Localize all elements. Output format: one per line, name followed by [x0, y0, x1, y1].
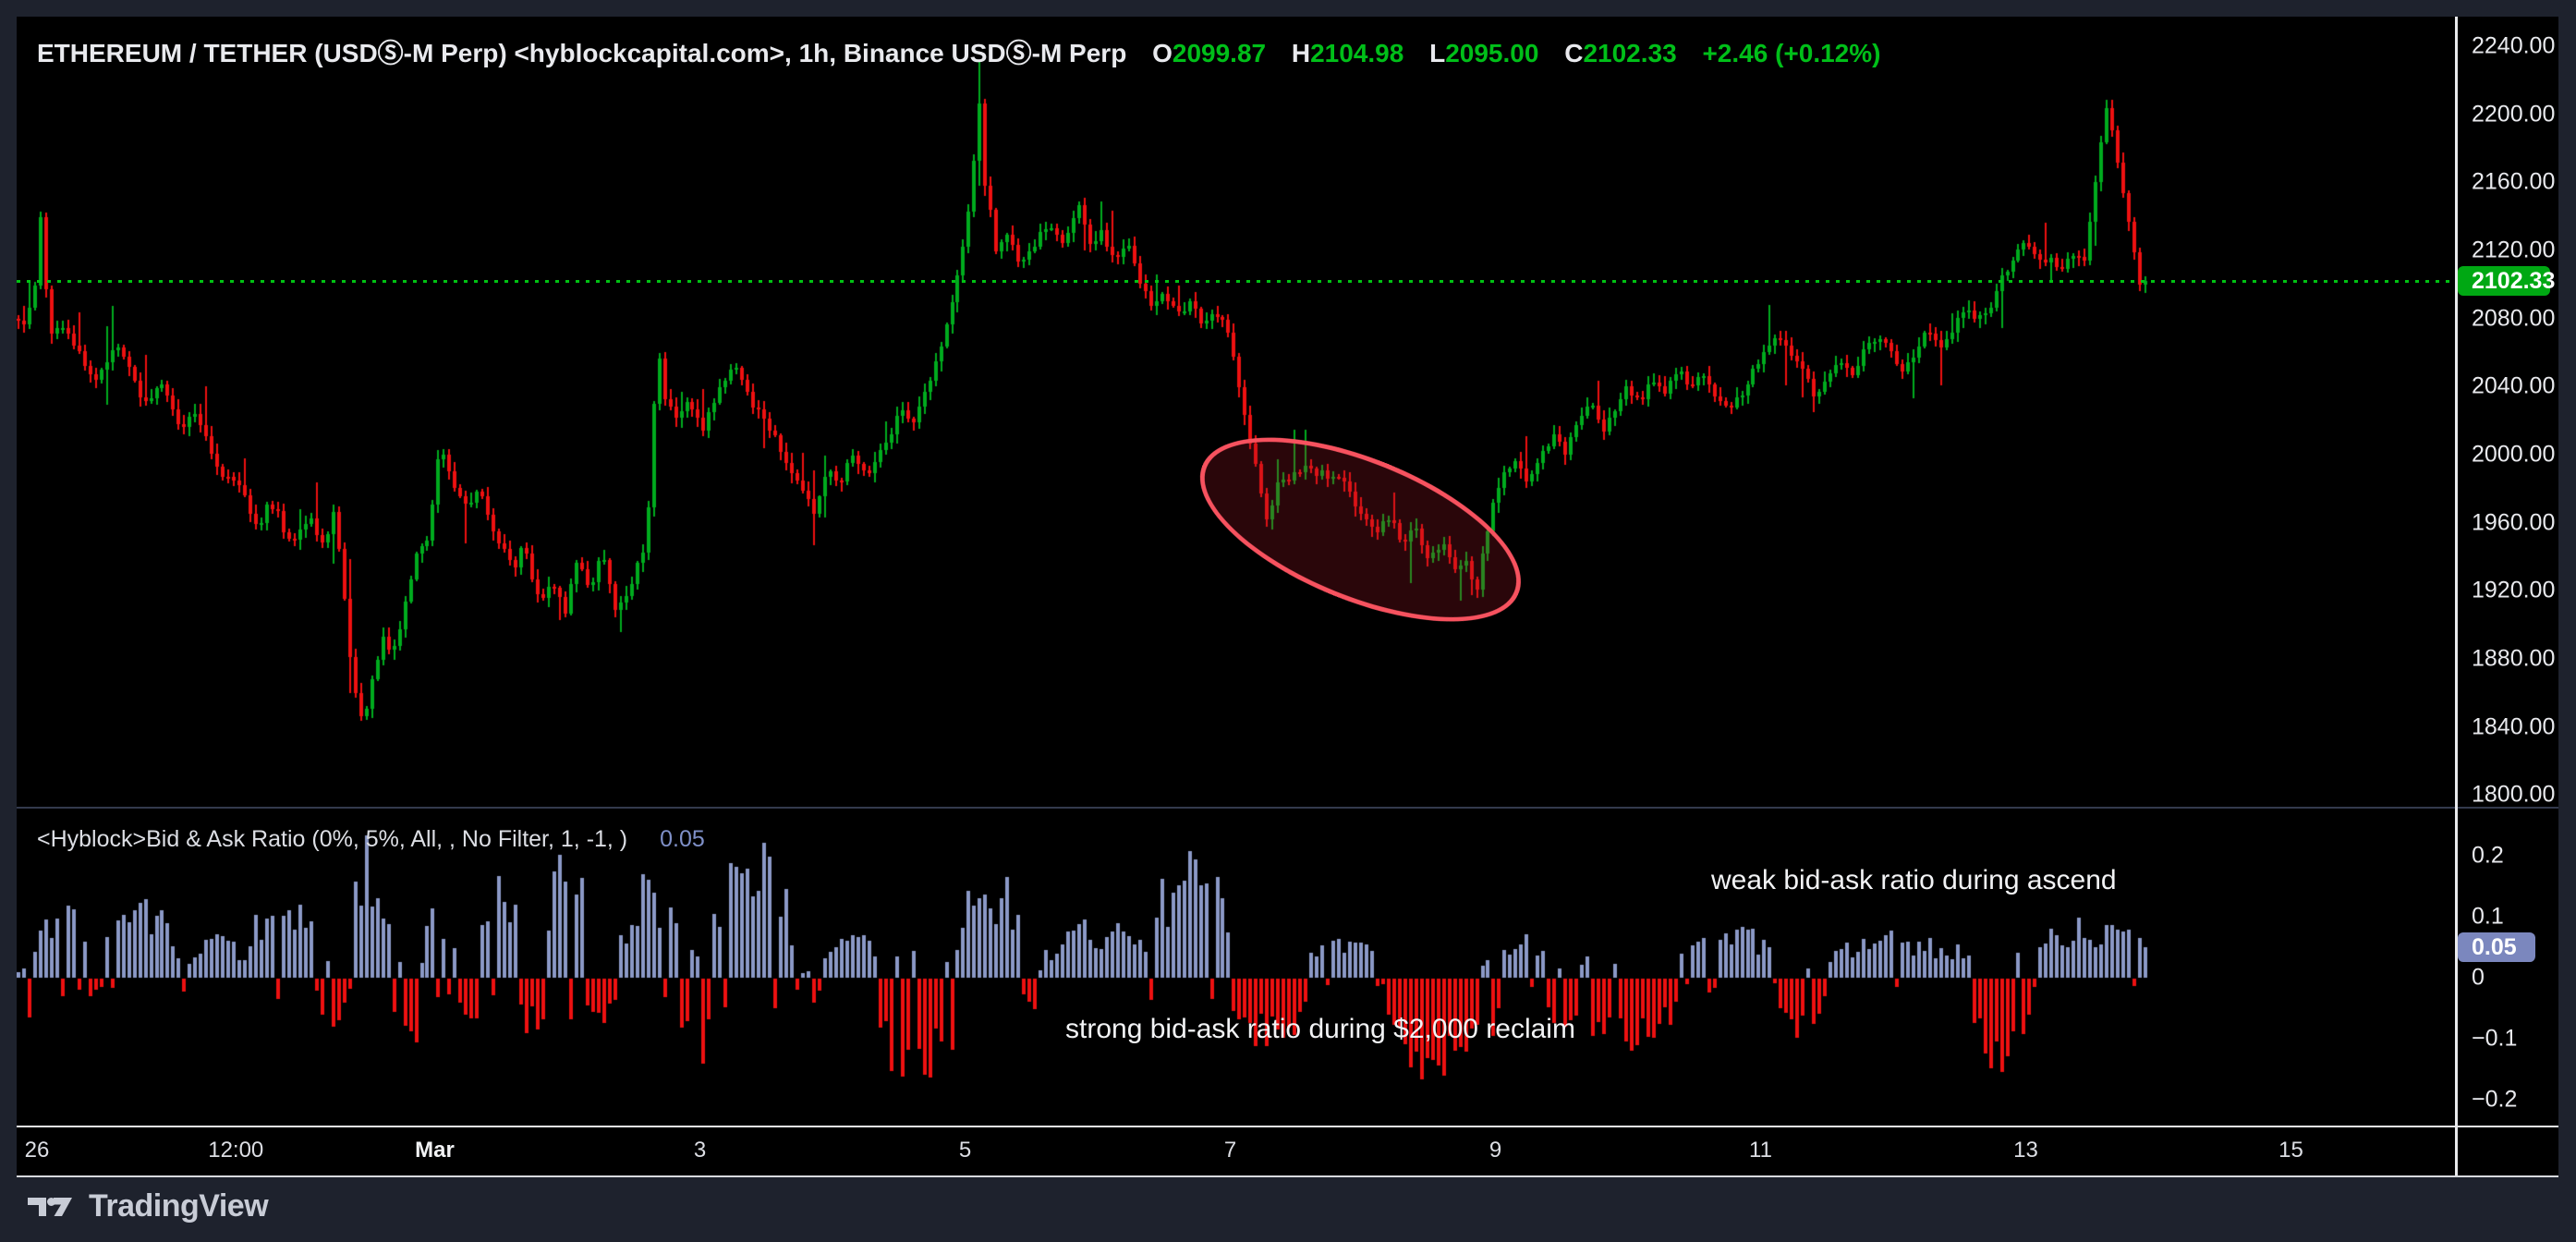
open-value: 2099.87 [1172, 39, 1267, 67]
ratio-tick-label: 0 [2472, 964, 2485, 991]
tradingview-logo-text: TradingView [89, 1188, 269, 1224]
low-label: L [1429, 39, 1446, 67]
time-tick-label: 12:00 [208, 1138, 264, 1163]
last-price-badge: 2102.33 [2458, 265, 2555, 296]
time-tick-label: 13 [2013, 1138, 2038, 1163]
ratio-tick-label: −0.2 [2472, 1086, 2518, 1113]
indicator-title[interactable]: <Hyblock>Bid & Ask Ratio (0%, 5%, All, ,… [37, 826, 628, 852]
time-tick-label: 9 [1488, 1138, 1502, 1163]
chart-bottom-border [17, 1175, 2558, 1177]
open-label: O [1152, 39, 1173, 67]
ratio-value-badge: 0.05 [2458, 932, 2535, 962]
price-tick-label: 2160.00 [2472, 168, 2556, 195]
symbol-title[interactable]: ETHEREUM / TETHER (USDⓈ-M Perp) <hyblock… [37, 39, 1127, 67]
price-tick-label: 2120.00 [2472, 237, 2556, 263]
price-tick-label: 2000.00 [2472, 441, 2556, 468]
symbol-legend: ETHEREUM / TETHER (USDⓈ-M Perp) <hyblock… [37, 33, 1880, 70]
tradingview-logo[interactable]: TradingView [28, 1188, 269, 1224]
price-tick-label: 1840.00 [2472, 713, 2556, 740]
tradingview-logo-icon [28, 1197, 72, 1216]
last-price-line [17, 279, 2455, 283]
high-label: H [1291, 39, 1311, 67]
ratio-tick-label: 0.1 [2472, 903, 2504, 930]
price-tick-label: 1920.00 [2472, 577, 2556, 603]
time-tick-label: 15 [2278, 1138, 2303, 1163]
time-tick-label: 26 [24, 1138, 50, 1163]
price-tick-label: 1800.00 [2472, 781, 2556, 808]
close-label: C [1564, 39, 1584, 67]
chart-area[interactable]: ETHEREUM / TETHER (USDⓈ-M Perp) <hyblock… [17, 17, 2558, 1177]
change-value: +2.46 (+0.12%) [1702, 39, 1881, 67]
close-value: 2102.33 [1583, 39, 1677, 67]
time-tick-label: 5 [958, 1138, 972, 1163]
price-tick-label: 2040.00 [2472, 372, 2556, 399]
high-value: 2104.98 [1310, 39, 1404, 67]
ratio-tick-label: 0.2 [2472, 842, 2504, 869]
indicator-value: 0.05 [660, 826, 705, 852]
time-tick-label: 3 [693, 1138, 707, 1163]
time-axis-separator [17, 1126, 2558, 1127]
text-annotation-weak-ratio[interactable]: weak bid-ask ratio during ascend [1711, 865, 2117, 895]
price-axis-separator [2455, 17, 2458, 1175]
text-annotation-strong-ratio[interactable]: strong bid-ask ratio during $2,000 recla… [1065, 1014, 1575, 1044]
price-tick-label: 2240.00 [2472, 32, 2556, 59]
price-axis[interactable]: 2102.33 0.05 2240.00 2200.00 2160.00 2120.0… [2458, 17, 2558, 1175]
price-tick-label: 1960.00 [2472, 509, 2556, 536]
pane-divider[interactable] [17, 807, 2558, 809]
time-tick-label: 7 [1223, 1138, 1237, 1163]
time-axis[interactable]: 26 12:00 Mar 3 5 7 9 11 13 15 [17, 1127, 2558, 1175]
indicator-legend: <Hyblock>Bid & Ask Ratio (0%, 5%, All, ,… [37, 826, 705, 853]
low-value: 2095.00 [1445, 39, 1539, 67]
price-tick-label: 1880.00 [2472, 645, 2556, 672]
price-tick-label: 2080.00 [2472, 305, 2556, 332]
time-tick-label: 11 [1749, 1138, 1772, 1163]
price-and-ratio-canvas[interactable] [17, 17, 2455, 1175]
price-tick-label: 2200.00 [2472, 101, 2556, 128]
time-tick-label: Mar [415, 1138, 455, 1163]
ratio-tick-label: −0.1 [2472, 1025, 2518, 1052]
